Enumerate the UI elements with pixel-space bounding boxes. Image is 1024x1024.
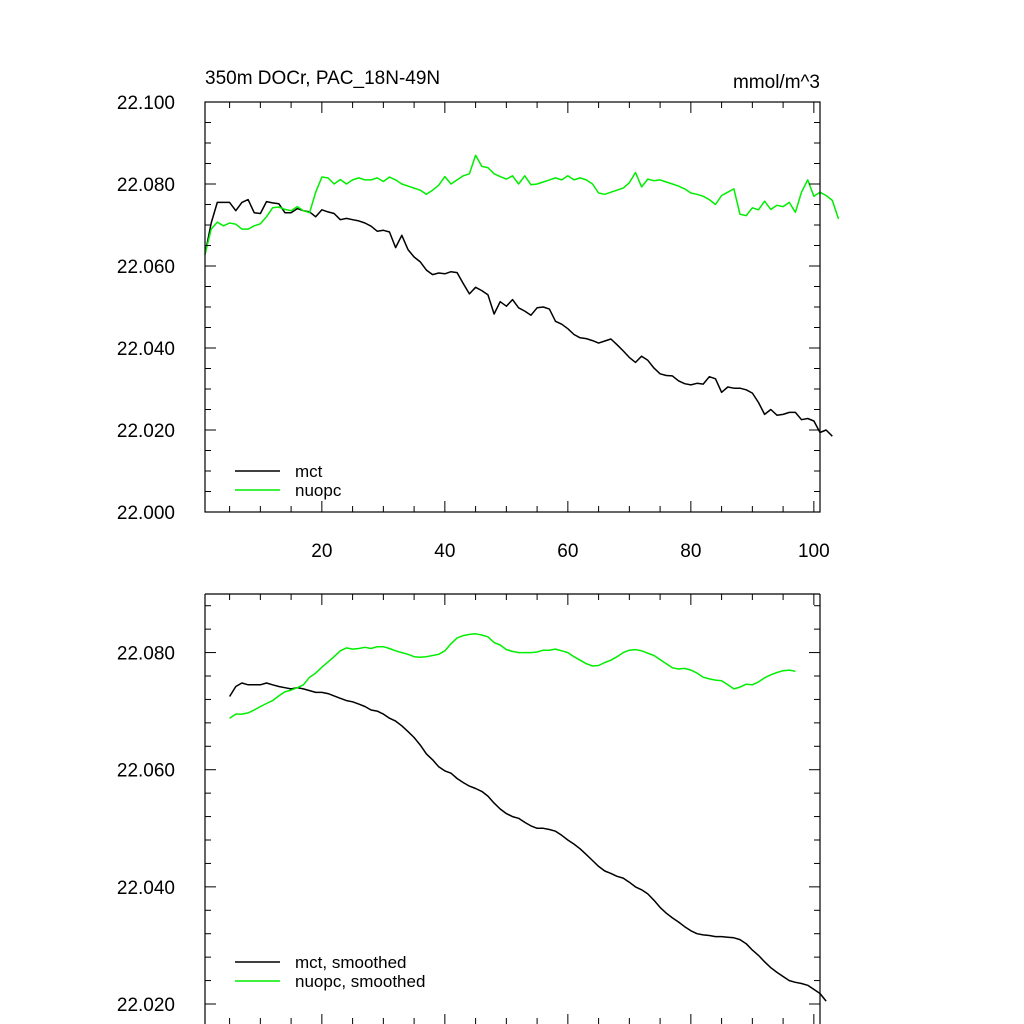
y-tick-label: 22.060 xyxy=(117,761,175,782)
y-tick-label: 22.040 xyxy=(117,339,175,360)
series-layer xyxy=(204,154,840,437)
series-line-nuopc-smoothed xyxy=(229,633,796,719)
y-tick-label: 22.080 xyxy=(117,644,175,665)
tick-layer: 22.000 22.020 22.040 22.060 22.080 22.100 20 40… xyxy=(117,93,830,562)
legend-label-nuopc: nuopc xyxy=(295,481,342,500)
units-label: mmol/m^3 xyxy=(733,72,820,93)
y-tick-label: 22.040 xyxy=(117,878,175,899)
chart-title: 350m DOCr, PAC_18N-49N xyxy=(205,68,440,89)
x-tick-label: 20 xyxy=(311,541,332,562)
x-tick-label: 80 xyxy=(680,541,701,562)
series-line-mct-smoothed xyxy=(228,682,827,1002)
series-layer xyxy=(228,633,827,1002)
legend: mct nuopc xyxy=(235,462,342,500)
x-tick-label: 40 xyxy=(434,541,455,562)
legend: mct, smoothed nuopc, smoothed xyxy=(235,953,425,991)
x-tick-label: 100 xyxy=(798,541,830,562)
legend-label-mct: mct xyxy=(295,462,323,481)
y-tick-label: 22.000 xyxy=(117,503,175,524)
y-tick-label: 22.020 xyxy=(117,421,175,442)
chart-panel-top: 350m DOCr, PAC_18N-49N mmol/m^3 22.00022… xyxy=(117,68,840,562)
y-tick-label: 22.080 xyxy=(117,175,175,196)
chart-panel-bottom: 22.020 22.040 22.060 22.080 mct, smoothed n… xyxy=(117,593,827,1024)
y-tick-label: 22.020 xyxy=(117,995,175,1016)
legend-label-mct-smoothed: mct, smoothed xyxy=(295,953,407,972)
y-tick-label: 22.100 xyxy=(117,93,175,114)
series-line-nuopc xyxy=(204,154,840,255)
y-tick-label: 22.060 xyxy=(117,257,175,278)
legend-label-nuopc-smoothed: nuopc, smoothed xyxy=(295,972,425,991)
tick-layer: 22.020 22.040 22.060 22.080 xyxy=(117,594,820,1024)
x-tick-label: 60 xyxy=(557,541,578,562)
